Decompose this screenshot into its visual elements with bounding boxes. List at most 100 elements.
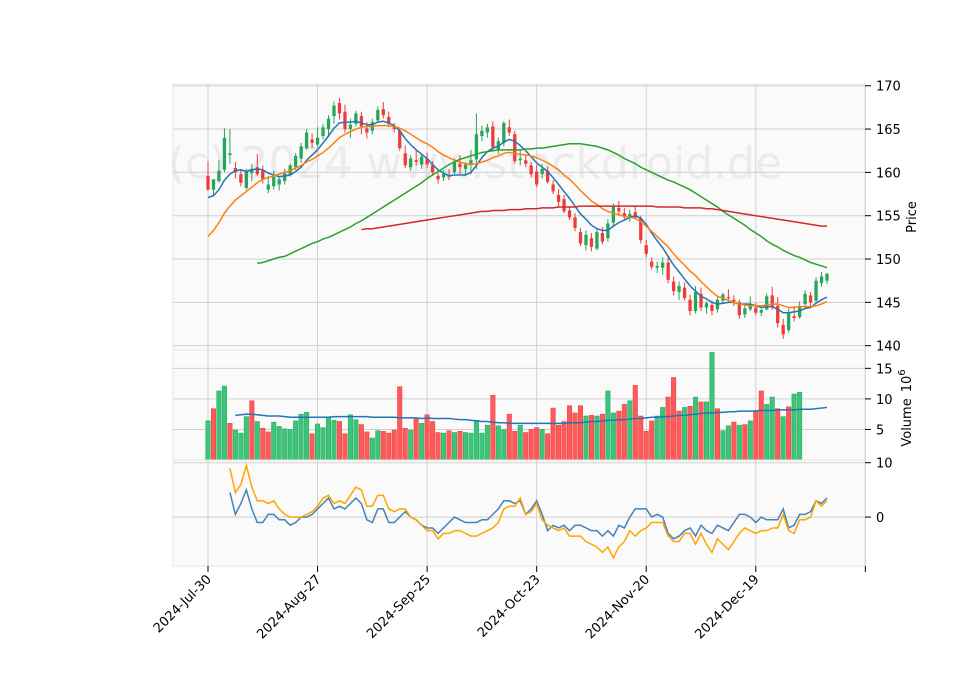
volume-bar-down: [775, 408, 781, 461]
candle-down: [562, 199, 566, 212]
candle-up: [228, 153, 232, 156]
candle-up: [611, 207, 616, 223]
volume-bar-down: [358, 424, 364, 461]
x-tick-label: 2024-Nov-20: [583, 572, 653, 642]
candle-up: [584, 234, 588, 246]
candle-down: [513, 134, 517, 162]
volume-bar-down: [391, 429, 397, 461]
candle-up: [304, 132, 309, 149]
candle-down: [535, 171, 539, 185]
y-tick-label: 165: [876, 123, 901, 138]
volume-bar-down: [249, 400, 255, 461]
candle-up: [595, 232, 599, 249]
candle-down: [556, 194, 561, 202]
volume-bar-down: [632, 385, 638, 461]
volume-bar-up: [725, 425, 731, 461]
volume-bar-down: [665, 396, 671, 461]
candle-down: [671, 281, 676, 292]
volume-bar-up: [703, 401, 709, 461]
candle-up: [272, 176, 276, 187]
candle-down: [529, 165, 533, 175]
candle-down: [392, 127, 396, 130]
candle-down: [255, 167, 259, 175]
volume-bar-up: [484, 424, 490, 461]
volume-bar-down: [638, 415, 644, 461]
volume-bar-down: [714, 408, 720, 461]
volume-bar-up: [304, 412, 310, 461]
candle-up: [677, 285, 681, 292]
candle-down: [578, 232, 583, 244]
volume-bar-up: [462, 432, 468, 461]
candle-down: [726, 297, 731, 299]
x-tick-label: 2024-Oct-23: [475, 572, 543, 640]
volume-bar-down: [260, 427, 266, 461]
volume-bar-down: [758, 390, 764, 461]
candle-down: [545, 170, 550, 182]
candle-up: [250, 168, 254, 174]
price-axis-ticks: 140 145 150 155 160 165 170: [865, 80, 901, 355]
candle-down: [633, 212, 637, 218]
y-tick-label: 140: [876, 340, 901, 355]
volume-bar-down: [742, 424, 748, 461]
volume-bar-up: [736, 424, 742, 461]
volume-bar-up: [495, 425, 501, 461]
candle-up: [759, 310, 763, 313]
volume-bar-up: [287, 429, 293, 461]
volume-bar-up: [276, 426, 282, 461]
candle-down: [754, 307, 758, 313]
candle-down: [644, 245, 648, 254]
volume-bar-down: [753, 410, 759, 461]
moving-average-line-4: [361, 205, 827, 231]
candle-down: [206, 175, 210, 190]
x-axis: 2024-Jul-30 2024-Aug-27 2024-Sep-25 2024-Oc…: [151, 566, 866, 642]
volume-bar-up: [326, 416, 332, 461]
volume-bar-up: [293, 420, 299, 461]
volume-bar-down: [550, 407, 556, 461]
volume-bar-up: [797, 391, 803, 461]
volume-bar-up: [298, 413, 304, 461]
volume-bar-down: [227, 423, 233, 461]
volume-bar-up: [452, 432, 458, 461]
candle-up: [743, 308, 747, 315]
volume-bar-up: [654, 415, 660, 461]
volume-bar-up: [232, 429, 238, 461]
candle-up: [244, 171, 248, 188]
candle-up: [441, 174, 446, 178]
candle-up: [321, 127, 325, 136]
volume-bar-up: [331, 420, 337, 461]
indicator-axis-ticks: 0 10: [865, 457, 893, 526]
moving-average-line-2: [207, 124, 828, 309]
candle-down: [770, 295, 774, 307]
volume-bar-down: [386, 432, 392, 461]
volume-bar-down: [364, 431, 370, 461]
candle-up: [299, 146, 303, 159]
volume-bar-up: [473, 420, 479, 461]
volume-bar-down: [556, 424, 562, 461]
candle-down: [617, 207, 621, 212]
price-gridlines: [173, 84, 866, 350]
x-tick-label: 2024-Aug-27: [254, 572, 324, 642]
candle-down: [589, 238, 594, 247]
candle-up: [332, 105, 336, 117]
volume-bar-up: [254, 421, 260, 461]
volume-bar-down: [649, 420, 655, 461]
y-tick-label: 10: [876, 457, 893, 472]
y-tick-label: 5: [876, 423, 884, 438]
volume-bar-up: [517, 424, 523, 461]
volume-bars: [205, 352, 803, 461]
volume-bar-up: [282, 428, 288, 461]
volume-axis-title: Volume: [900, 398, 915, 446]
candle-down: [365, 128, 369, 133]
volume-bar-down: [506, 413, 512, 461]
volume-bar-up: [375, 430, 381, 461]
candle-down: [808, 295, 813, 303]
candle-down: [622, 213, 626, 217]
indicator-lines: [229, 462, 828, 560]
candle-down: [310, 139, 314, 143]
volume-bar-down: [643, 431, 649, 461]
volume-bar-up: [660, 407, 666, 461]
volume-bar-down: [567, 405, 573, 461]
volume-bar-down: [265, 431, 271, 461]
candle-up: [661, 262, 665, 268]
volume-bar-up: [627, 400, 633, 461]
